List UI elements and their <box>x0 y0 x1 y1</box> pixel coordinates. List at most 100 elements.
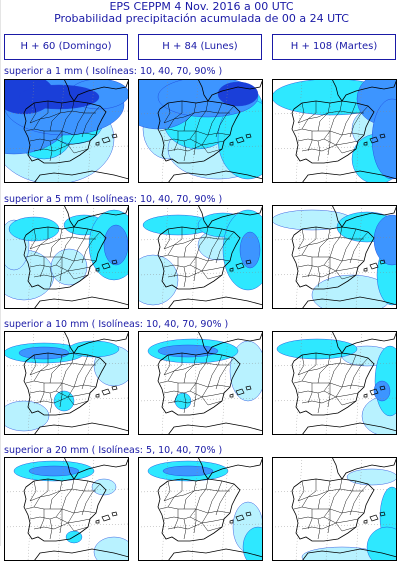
province-border <box>29 236 96 250</box>
province-border <box>33 479 49 508</box>
province-border <box>189 100 209 140</box>
province-border <box>163 138 225 146</box>
africa-outline <box>301 296 397 309</box>
province-border <box>293 380 365 388</box>
balearic-island-outline <box>111 133 118 139</box>
africa-outline <box>167 170 263 183</box>
province-border <box>189 352 209 392</box>
province-border <box>215 483 235 516</box>
province-border <box>49 480 63 510</box>
france-outline <box>63 457 129 480</box>
row-label-1mm: superior a 1 mm ( Isolíneas: 10, 40, 70,… <box>4 66 223 77</box>
province-border <box>297 390 359 398</box>
province-border <box>297 138 359 146</box>
province-border <box>163 236 230 250</box>
province-border <box>183 392 187 414</box>
probability-area-level-4 <box>217 81 259 107</box>
province-border <box>39 131 45 152</box>
province-border <box>307 257 313 278</box>
map-svg <box>138 457 263 561</box>
balearic-island-outline <box>101 262 111 270</box>
iberia-outline <box>291 478 375 542</box>
province-border <box>301 101 317 130</box>
iberia-outline <box>157 226 241 290</box>
province-border <box>49 140 53 162</box>
map-svg <box>4 331 129 435</box>
map-frame <box>138 79 263 183</box>
balearic-island-outline <box>229 519 234 524</box>
province-border <box>49 518 53 540</box>
province-border <box>29 362 96 376</box>
iberia-outline <box>23 352 107 416</box>
probability-area-level-1 <box>138 254 179 306</box>
balearic-island-outline <box>369 388 379 396</box>
province-border <box>167 479 183 508</box>
france-outline <box>331 205 397 228</box>
province-border <box>215 231 235 264</box>
province-border <box>183 266 187 288</box>
iberia-outline <box>157 478 241 542</box>
province-border <box>183 140 187 162</box>
province-border <box>317 228 331 258</box>
balearic-island-outline <box>235 514 245 522</box>
province-border <box>297 362 364 376</box>
province-border <box>297 110 364 124</box>
province-border <box>293 128 365 136</box>
france-outline <box>63 79 129 102</box>
balearic-island-outline <box>111 511 118 517</box>
iberia-outline <box>23 100 107 164</box>
africa-outline <box>33 170 129 183</box>
province-border <box>189 478 209 518</box>
balearic-island-outline <box>245 259 252 265</box>
province-border <box>81 357 101 390</box>
map-1mm-h84 <box>138 79 263 183</box>
africa-outline <box>33 422 129 435</box>
province-border <box>307 383 313 404</box>
province-border <box>183 518 187 540</box>
province-border <box>163 480 171 502</box>
province-border <box>163 516 225 524</box>
probability-area-level-3 <box>18 346 70 360</box>
france-outline <box>331 457 397 480</box>
balearic-island-outline <box>369 262 379 270</box>
probability-area-level-4 <box>18 84 100 110</box>
province-border <box>163 390 225 398</box>
map-1mm-h108 <box>272 79 397 183</box>
probability-area-level-2 <box>53 390 75 412</box>
balearic-island-outline <box>379 259 386 265</box>
province-border <box>159 506 231 514</box>
province-border <box>59 257 63 282</box>
province-border <box>159 380 231 388</box>
column-header-h108: H + 108 (Martes) <box>272 34 396 60</box>
balearic-island-outline <box>363 519 368 524</box>
province-border <box>335 102 357 146</box>
balearic-island-outline <box>101 514 111 522</box>
france-outline <box>331 331 397 354</box>
france-outline <box>63 331 129 354</box>
probability-area-level-1 <box>346 468 397 486</box>
province-border <box>317 354 331 384</box>
province-border <box>327 383 331 408</box>
province-border <box>25 128 97 136</box>
province-border <box>349 357 369 390</box>
balearic-island-outline <box>245 385 252 391</box>
province-border <box>163 362 230 376</box>
province-border <box>39 509 45 530</box>
map-svg <box>4 205 129 309</box>
province-border <box>327 257 331 282</box>
title-line-2: Probabilidad precipitación acumulada de … <box>54 12 349 25</box>
france-outline <box>197 457 263 480</box>
title-line-1: EPS CEPPM 4 Nov. 2016 a 00 UTC <box>109 0 294 13</box>
balearic-island-outline <box>369 136 379 144</box>
iberia-outline <box>23 478 107 542</box>
probability-area-level-3 <box>371 98 397 180</box>
balearic-island-outline <box>101 136 111 144</box>
map-5mm-h84 <box>138 205 263 309</box>
province-border <box>159 254 231 262</box>
balearic-island-outline <box>235 262 245 270</box>
province-border <box>183 102 197 132</box>
map-1mm-h60 <box>4 79 129 183</box>
province-border <box>349 105 369 138</box>
province-border <box>25 380 97 388</box>
row-label-20mm: superior a 20 mm ( Isolíneas: 5, 10, 40,… <box>4 445 223 456</box>
